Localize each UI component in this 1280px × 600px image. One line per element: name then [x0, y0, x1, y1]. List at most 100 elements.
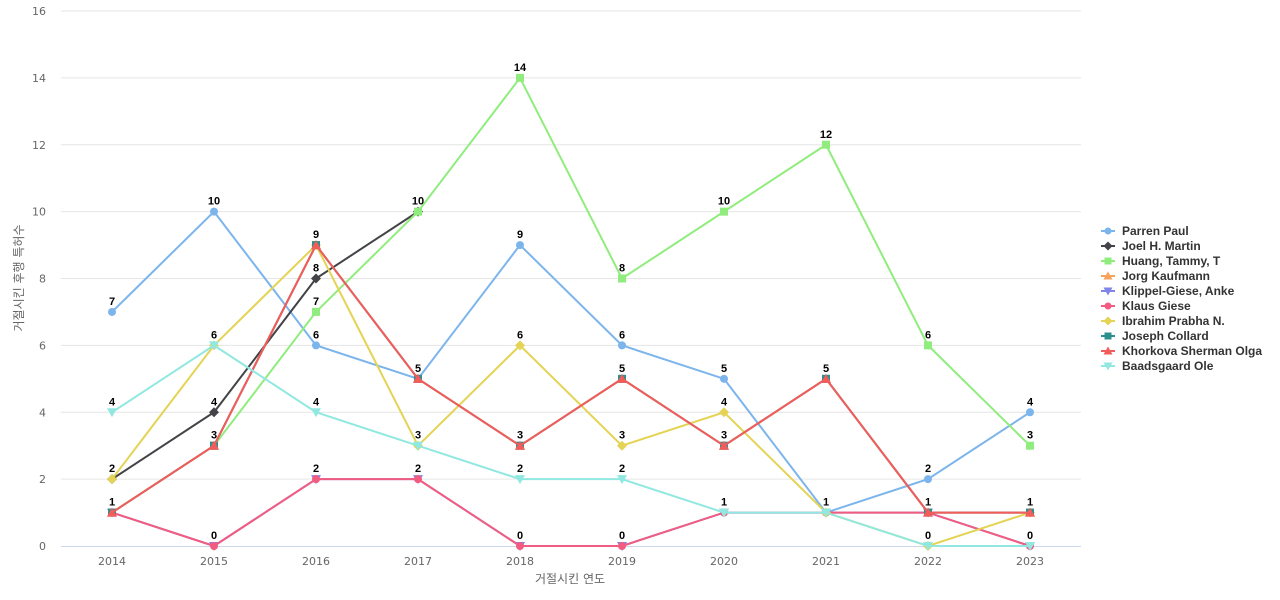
data-label: 5 [415, 363, 421, 375]
data-label: 5 [721, 363, 727, 375]
legend-label: Joel H. Martin [1122, 239, 1201, 253]
data-label: 2 [415, 463, 421, 475]
data-label: 7 [109, 296, 115, 308]
data-point[interactable] [719, 508, 729, 518]
data-point[interactable] [312, 475, 320, 484]
data-label: 9 [517, 229, 523, 241]
legend-item[interactable]: Khorkova Sherman Olga [1101, 344, 1262, 358]
x-tick-label: 2019 [608, 555, 636, 568]
data-label: 6 [313, 329, 319, 341]
data-label: 8 [619, 263, 625, 275]
data-point[interactable] [413, 373, 423, 383]
data-point[interactable] [312, 307, 320, 316]
data-label: 1 [109, 497, 115, 509]
legend-item[interactable]: Joseph Collard [1101, 329, 1209, 343]
data-point[interactable] [617, 373, 627, 383]
data-point[interactable] [1026, 408, 1034, 417]
data-point[interactable] [618, 542, 626, 550]
legend-item[interactable]: Klaus Giese [1101, 299, 1191, 313]
legend-label: Ibrahim Prabha N. [1122, 314, 1225, 328]
series-line [111, 344, 1030, 547]
data-label: 4 [1027, 396, 1034, 408]
data-point[interactable] [924, 341, 932, 350]
data-label: 3 [1027, 430, 1033, 442]
data-point[interactable] [720, 374, 728, 383]
data-label: 3 [415, 430, 421, 442]
x-tick-label: 2015 [200, 555, 228, 568]
data-point[interactable] [516, 542, 524, 550]
data-point[interactable] [719, 440, 729, 450]
data-point[interactable] [516, 73, 524, 82]
data-point[interactable] [311, 240, 321, 250]
data-point[interactable] [618, 274, 626, 283]
data-point[interactable] [413, 441, 423, 451]
data-label: 0 [1027, 530, 1033, 542]
legend-label: Baadsgaard Ole [1122, 359, 1214, 373]
data-point[interactable] [209, 440, 219, 450]
legend-label: Huang, Tammy, T [1122, 254, 1221, 268]
data-label: 3 [619, 430, 625, 442]
data-point[interactable] [209, 407, 219, 418]
series-line [111, 243, 1030, 514]
legend-item[interactable]: Parren Paul [1101, 224, 1189, 238]
y-tick-label: 0 [39, 540, 46, 553]
data-point[interactable] [209, 341, 219, 351]
data-label: 1 [925, 497, 931, 509]
data-point[interactable] [821, 508, 831, 518]
data-point[interactable] [515, 475, 525, 485]
data-point[interactable] [311, 408, 321, 418]
data-label: 2 [517, 463, 523, 475]
y-axis-ticks: 0 2 4 6 8 10 12 14 16 [32, 5, 46, 553]
legend-label: Klippel-Giese, Anke [1122, 284, 1235, 298]
x-tick-label: 2021 [812, 555, 840, 568]
series-line [111, 243, 1030, 514]
data-point[interactable] [210, 542, 218, 550]
series-line [111, 243, 1030, 514]
data-label: 0 [925, 530, 931, 542]
data-point[interactable] [923, 542, 933, 551]
data-point[interactable] [107, 474, 117, 485]
data-point[interactable] [108, 307, 116, 316]
data-label: 2 [313, 463, 319, 475]
data-point[interactable] [311, 273, 321, 284]
series-9 [107, 341, 1035, 551]
legend-item[interactable]: Jorg Kaufmann [1101, 269, 1210, 283]
data-label: 4 [211, 396, 218, 408]
legend-item[interactable]: Ibrahim Prabha N. [1101, 314, 1225, 328]
legend-item[interactable]: Huang, Tammy, T [1101, 254, 1221, 268]
data-point[interactable] [107, 408, 117, 418]
data-point[interactable] [719, 407, 729, 418]
data-point[interactable] [312, 341, 320, 350]
data-point[interactable] [821, 373, 831, 383]
data-point[interactable] [1025, 542, 1035, 551]
data-label: 2 [925, 463, 931, 475]
data-point[interactable] [1026, 441, 1034, 450]
data-point[interactable] [515, 340, 525, 351]
legend-item[interactable]: Baadsgaard Ole [1101, 359, 1214, 373]
series-line [111, 243, 1031, 548]
data-label: 2 [619, 463, 625, 475]
data-point[interactable] [618, 341, 626, 350]
data-label: 6 [925, 329, 931, 341]
data-label: 4 [109, 396, 116, 408]
data-point[interactable] [516, 241, 524, 250]
series-line [111, 210, 1031, 514]
data-point[interactable] [617, 475, 627, 485]
data-point[interactable] [1025, 507, 1035, 517]
data-point[interactable] [414, 475, 422, 484]
data-point[interactable] [414, 207, 422, 216]
data-point[interactable] [720, 207, 728, 216]
data-point[interactable] [924, 475, 932, 484]
data-point[interactable] [107, 507, 117, 517]
data-point[interactable] [923, 507, 933, 517]
data-label: 4 [313, 396, 320, 408]
data-point[interactable] [617, 440, 627, 451]
data-point[interactable] [515, 440, 525, 450]
data-point[interactable] [822, 140, 830, 149]
legend-item[interactable]: Joel H. Martin [1101, 239, 1201, 253]
data-label: 10 [412, 196, 424, 208]
data-point[interactable] [210, 207, 218, 216]
legend-item[interactable]: Klippel-Giese, Anke [1101, 284, 1235, 298]
